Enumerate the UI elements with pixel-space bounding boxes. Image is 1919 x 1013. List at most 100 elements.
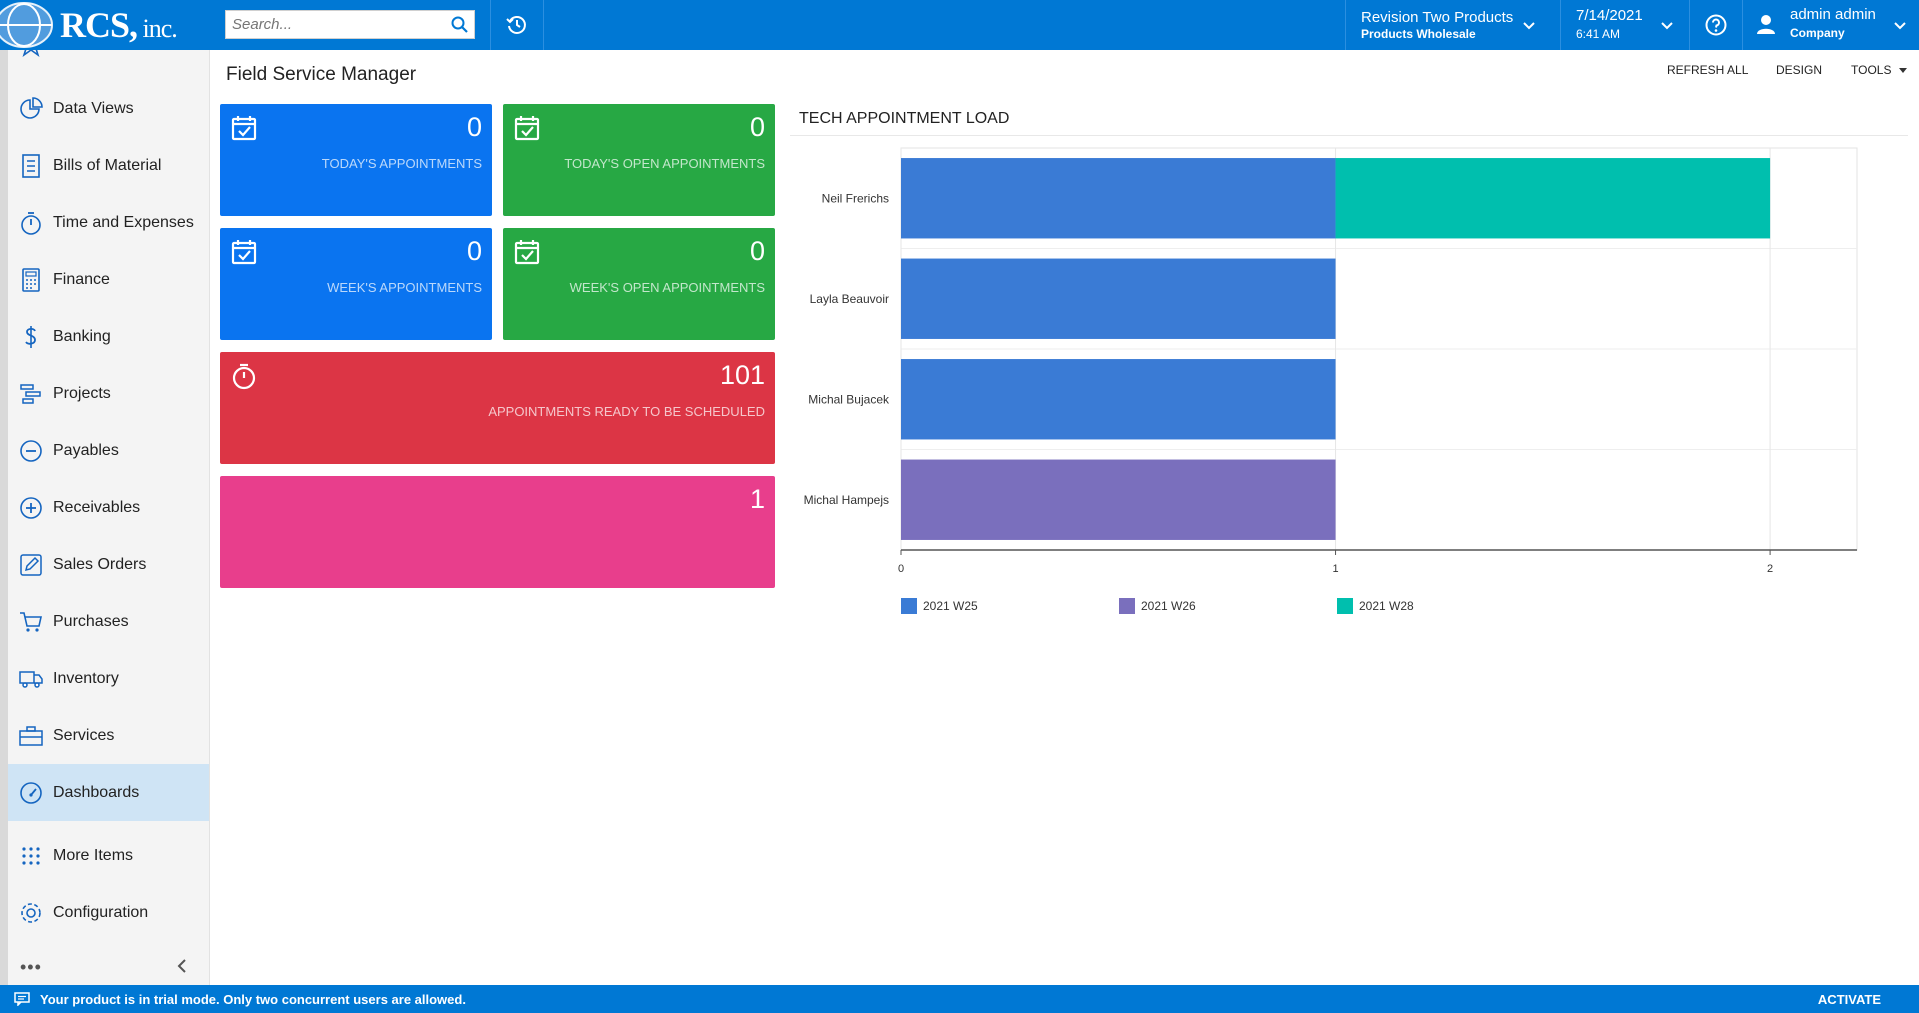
chart-title: TECH APPOINTMENT LOAD <box>799 110 1010 127</box>
kpi-value: 0 <box>749 236 765 266</box>
sidebar-item-projects[interactable]: Projects <box>8 365 209 422</box>
y-tick-label: Layla Beauvoir <box>810 292 889 306</box>
recent-history-button[interactable] <box>491 0 543 50</box>
user-menu[interactable]: admin admin Company <box>1743 0 1919 50</box>
sidebar-item-time-and-expenses[interactable]: Time and Expenses <box>8 194 209 251</box>
legend-swatch <box>1119 598 1135 614</box>
sidebar-item-inventory[interactable]: Inventory <box>8 650 209 707</box>
sidebar-item-sales-orders[interactable]: Sales Orders <box>8 536 209 593</box>
user-icon <box>1757 15 1775 34</box>
x-tick-label: 2 <box>1767 563 1773 575</box>
search-input[interactable] <box>226 11 446 38</box>
x-tick-label: 0 <box>898 563 904 575</box>
divider <box>1560 0 1561 50</box>
bar <box>901 158 1336 239</box>
tech-appointment-load-chart: Neil Frerichs Layla Beauvoir Michal Bujace… <box>804 147 1858 614</box>
caret-down-icon <box>1898 67 1907 73</box>
search-icon[interactable] <box>450 15 470 35</box>
divider <box>790 135 1908 136</box>
kpi-value: 0 <box>466 236 482 266</box>
sidebar-item-label: Configuration <box>53 903 149 921</box>
chevron-down-icon <box>1894 22 1906 30</box>
truck-icon <box>19 670 43 688</box>
calendar-check-icon <box>514 240 540 265</box>
sidebar-item-data-views[interactable]: Data Views <box>8 80 209 137</box>
sidebar-item-label: Dashboards <box>53 783 140 801</box>
refresh-all-button[interactable]: REFRESH ALL <box>1667 63 1749 77</box>
bar <box>901 459 1336 540</box>
gauge-icon <box>20 781 42 804</box>
date-selector[interactable]: 7/14/2021 6:41 AM <box>1561 0 1689 50</box>
tools-label: TOOLS <box>1851 63 1892 77</box>
pencil-icon <box>20 553 42 576</box>
kpi-label: WEEK'S APPOINTMENTS <box>327 280 482 295</box>
toolbox-icon <box>19 725 43 746</box>
kpi-tile[interactable]: 0 WEEK'S APPOINTMENTS <box>220 228 492 340</box>
y-tick-label: Michal Hampejs <box>804 493 889 507</box>
sidebar-item-finance[interactable]: Finance <box>8 251 209 308</box>
activate-button[interactable]: ACTIVATE <box>1817 992 1881 1007</box>
design-button[interactable]: DESIGN <box>1776 63 1823 77</box>
kpi-tile[interactable]: 1 <box>220 476 775 588</box>
kpi-value: 0 <box>466 112 482 142</box>
nav-scrollbar[interactable] <box>0 50 8 985</box>
logo-globe-icon <box>0 2 53 48</box>
sidebar-item-more-items[interactable]: More Items <box>8 827 209 884</box>
sidebar-item-dashboards[interactable]: Dashboards <box>8 764 209 821</box>
sidebar-item-label: Banking <box>53 327 111 345</box>
legend-label: 2021 W25 <box>923 599 978 613</box>
business-date: 7/14/2021 <box>1576 7 1643 24</box>
sidebar-item-label: Services <box>53 726 115 744</box>
company-logo[interactable]: RCS, inc. <box>0 0 210 50</box>
kpi-label: WEEK'S OPEN APPOINTMENTS <box>569 280 765 295</box>
collapse-menu-icon[interactable] <box>174 957 190 975</box>
calendar-check-icon <box>514 116 540 141</box>
sidebar-item-label: Inventory <box>53 669 119 687</box>
sidebar-item-receivables[interactable]: Receivables <box>8 479 209 536</box>
legend-swatch <box>1337 598 1353 614</box>
sidebar-item-label: Sales Orders <box>53 555 147 573</box>
search-box <box>225 10 475 39</box>
sidebar-item-banking[interactable]: Banking <box>8 308 209 365</box>
sidebar-item-favorites[interactable]: Favorites <box>8 50 209 73</box>
sidebar-item-purchases[interactable]: Purchases <box>8 593 209 650</box>
gantt-icon <box>20 383 41 404</box>
user-name: admin admin <box>1790 6 1876 23</box>
minus-circle-icon <box>20 439 42 462</box>
sidebar-item-bills-of-material[interactable]: Bills of Material <box>8 137 209 194</box>
sidebar-item-label: Data Views <box>53 99 134 117</box>
bar <box>1335 158 1771 239</box>
more-options-icon[interactable]: ••• <box>20 957 42 977</box>
sidebar-item-services[interactable]: Services <box>8 707 209 764</box>
divider <box>1689 0 1690 50</box>
stopwatch-icon <box>232 363 256 390</box>
kpi-tile[interactable]: 101 APPOINTMENTS READY TO BE SCHEDULED <box>220 352 775 464</box>
pie-chart-icon <box>20 96 43 119</box>
legend-label: 2021 W26 <box>1141 599 1196 613</box>
star-icon <box>22 50 40 57</box>
message-icon <box>14 992 30 1006</box>
kpi-label: APPOINTMENTS READY TO BE SCHEDULED <box>488 404 765 419</box>
y-tick-label: Michal Bujacek <box>808 392 890 406</box>
sidebar-item-label: Payables <box>53 441 119 459</box>
chevron-down-icon <box>1661 22 1673 30</box>
company-name: Revision Two Products <box>1361 9 1514 26</box>
sidebar-item-payables[interactable]: Payables <box>8 422 209 479</box>
calendar-check-icon <box>231 240 257 265</box>
help-button[interactable] <box>1690 0 1742 50</box>
divider <box>1345 0 1346 50</box>
kpi-tile[interactable]: 0 TODAY'S OPEN APPOINTMENTS <box>503 104 775 216</box>
kpi-tile[interactable]: 0 WEEK'S OPEN APPOINTMENTS <box>503 228 775 340</box>
company-selector[interactable]: Revision Two Products Products Wholesale <box>1346 0 1560 50</box>
divider <box>1742 0 1743 50</box>
divider <box>490 0 491 50</box>
tools-button[interactable]: TOOLS <box>1851 63 1907 77</box>
chevron-down-icon <box>1523 22 1535 30</box>
legend-swatch <box>901 598 917 614</box>
kpi-value: 101 <box>719 360 765 390</box>
main-navigation: Favorites Data Views Bills of Material Time… <box>8 50 210 985</box>
cart-icon <box>20 611 42 632</box>
kpi-tile[interactable]: 0 TODAY'S APPOINTMENTS <box>220 104 492 216</box>
history-icon <box>506 16 526 34</box>
sidebar-item-configuration[interactable]: Configuration <box>8 884 209 941</box>
